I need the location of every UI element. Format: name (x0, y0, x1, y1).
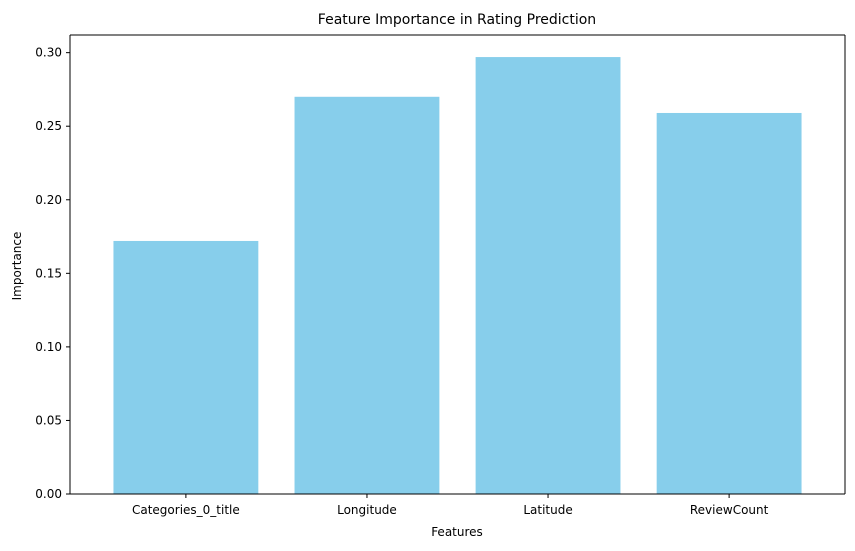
bar-latitude (475, 57, 621, 494)
x-axis-label: Features (431, 525, 483, 539)
bar-longitude (294, 96, 440, 495)
x-ticks: Categories_0_title Longitude Latitude Revie… (132, 494, 769, 517)
y-tick-label: 0.20 (35, 193, 62, 207)
axes-layer (69, 34, 846, 495)
x-tick-label: Longitude (337, 503, 397, 517)
y-tick-label: 0.25 (35, 119, 62, 133)
chart-title: Feature Importance in Rating Prediction (318, 12, 596, 28)
x-tick-label: Categories_0_title (132, 503, 240, 517)
y-tick-label: 0.05 (35, 413, 62, 427)
y-tick-label: 0.30 (35, 46, 62, 60)
x-tick-label: ReviewCount (690, 503, 769, 517)
y-ticks: 0.00 0.05 0.10 0.15 0.20 0.25 0.30 (35, 46, 70, 501)
y-axis-label: Importance (10, 232, 24, 301)
y-tick-label: 0.10 (35, 340, 62, 354)
bar-reviewcount (656, 112, 802, 494)
y-tick-label: 0.00 (35, 487, 62, 501)
bars-layer (113, 57, 802, 495)
x-tick-label: Latitude (523, 503, 572, 517)
y-tick-label: 0.15 (35, 266, 62, 280)
bar-categories-0-title (113, 240, 259, 494)
